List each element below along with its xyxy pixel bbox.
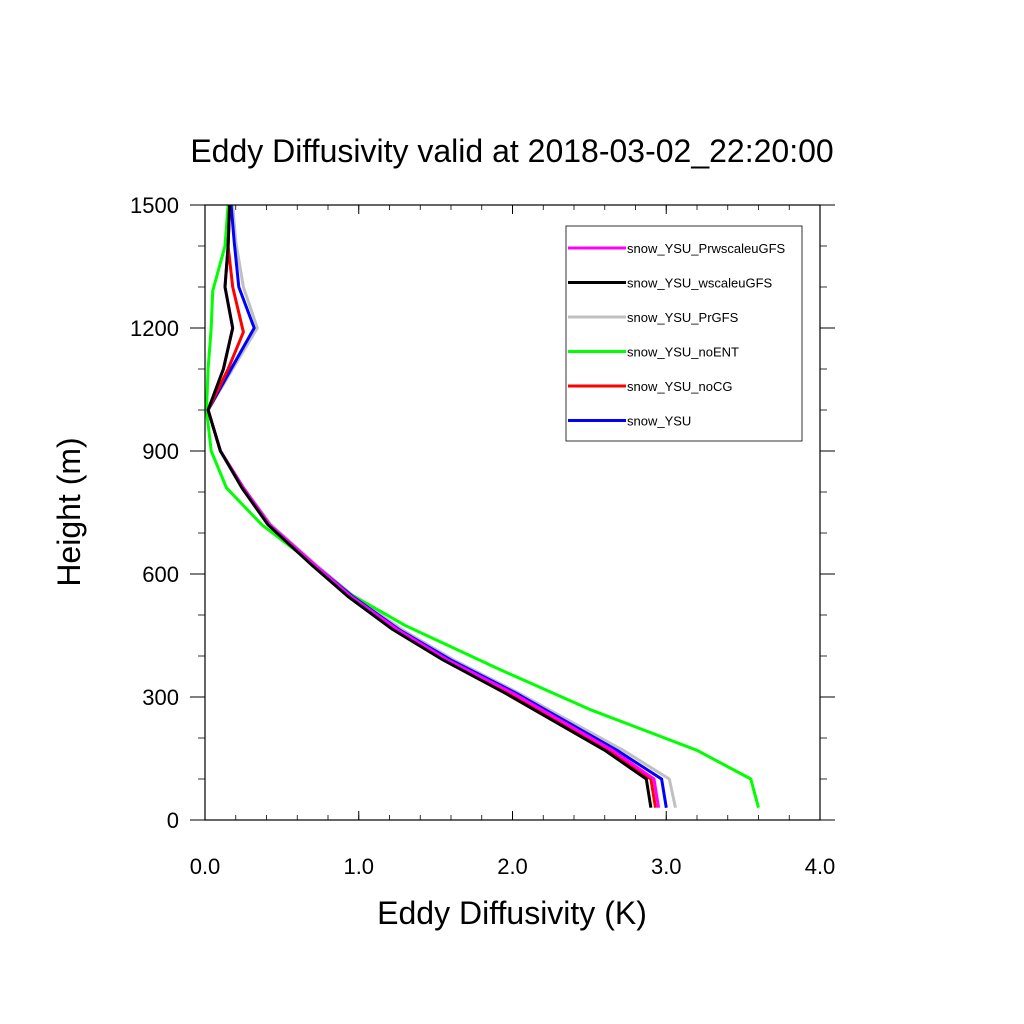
y-tick-label: 600 [142, 562, 179, 587]
legend: snow_YSU_PrwscaleuGFS snow_YSU_wscaleuGFS… [565, 225, 803, 442]
series-line-snow_YSU_wscaleuGFS [206, 204, 653, 808]
series-line-snow_YSU_noENT [205, 204, 760, 809]
y-tick-label: 1500 [130, 193, 179, 218]
legend-box [565, 225, 803, 442]
y-tick-label: 0 [167, 808, 179, 833]
axis-ticks: 0.0 1.0 2.0 3.0 4.0 0 300 600 900 1200 1500 [130, 193, 835, 879]
y-axis-label: Height (m) [51, 437, 87, 586]
y-tick-label: 900 [142, 439, 179, 464]
legend-label: snow_YSU_PrwscaleuGFS [627, 241, 786, 256]
legend-label: snow_YSU_PrGFS [627, 310, 739, 325]
legend-label: snow_YSU [627, 414, 691, 429]
x-tick-label: 2.0 [497, 854, 528, 879]
x-tick-label: 1.0 [343, 854, 374, 879]
x-tick-label: 3.0 [651, 854, 682, 879]
y-tick-label: 1200 [130, 316, 179, 341]
legend-label: snow_YSU_noCG [627, 379, 733, 394]
x-axis-label: Eddy Diffusivity (K) [377, 895, 647, 931]
plot-series [205, 204, 760, 809]
x-tick-label: 0.0 [190, 854, 221, 879]
x-tick-label: 4.0 [805, 854, 836, 879]
legend-label: snow_YSU_wscaleuGFS [627, 276, 773, 291]
y-tick-label: 300 [142, 685, 179, 710]
legend-label: snow_YSU_noENT [627, 345, 739, 360]
chart-title: Eddy Diffusivity valid at 2018-03-02_22:… [190, 133, 833, 169]
